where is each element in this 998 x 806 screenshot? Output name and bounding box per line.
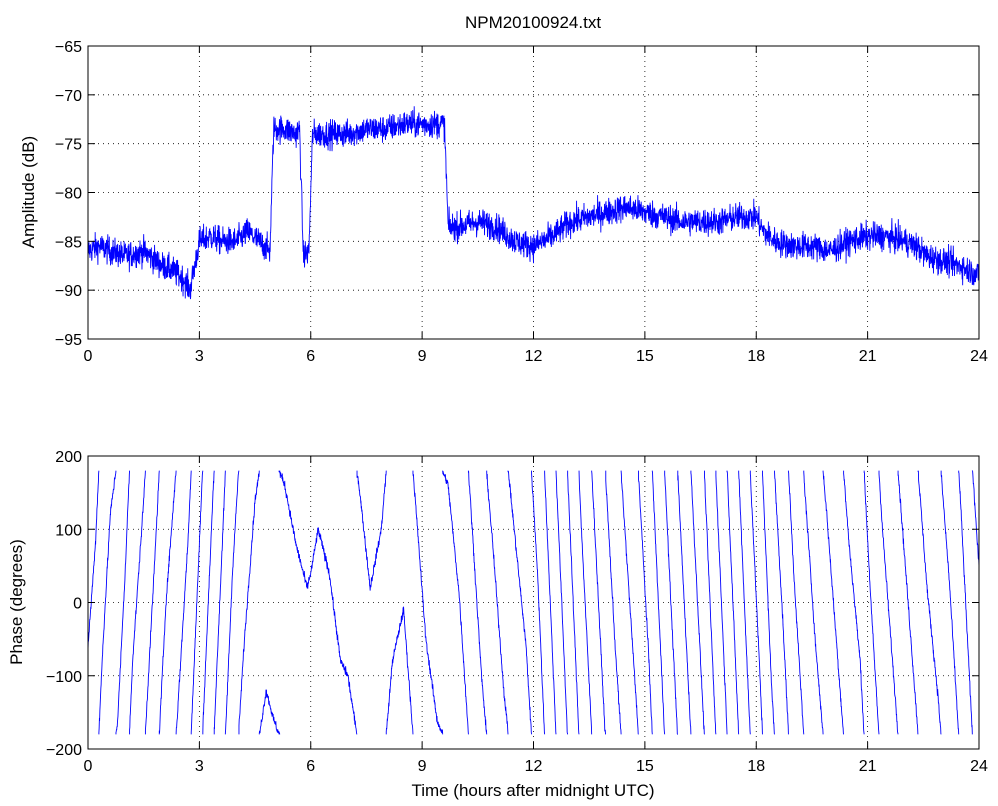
phase-y-tick-label: 100 — [55, 522, 82, 539]
amplitude-x-tick-label: 9 — [418, 348, 427, 365]
phase-y-tick-label: 200 — [55, 449, 82, 466]
amplitude-y-tick-label: −65 — [55, 39, 82, 56]
amplitude-x-tick-label: 12 — [525, 348, 543, 365]
phase-x-tick-label: 0 — [84, 758, 93, 775]
amplitude-y-tick-label: −95 — [55, 332, 82, 349]
phase-x-axis-label: Time (hours after midnight UTC) — [411, 781, 654, 800]
phase-y-tick-label: −100 — [46, 669, 82, 686]
phase-x-tick-label: 6 — [306, 758, 315, 775]
amplitude-title: NPM20100924.txt — [465, 13, 601, 32]
amplitude-x-tick-label: 24 — [970, 348, 988, 365]
phase-x-tick-label: 3 — [195, 758, 204, 775]
phase-series-line — [87, 470, 980, 735]
phase-x-tick-label: 12 — [525, 758, 543, 775]
amplitude-y-tick-label: −90 — [55, 283, 82, 300]
phase-x-tick-label: 24 — [970, 758, 988, 775]
phase-y-tick-label: 0 — [73, 596, 82, 613]
phase-axes: Time (hours after midnight UTC) Phase (d… — [7, 449, 988, 800]
phase-x-tick-label: 21 — [859, 758, 877, 775]
amplitude-y-tick-label: −70 — [55, 88, 82, 105]
phase-x-tick-label: 18 — [747, 758, 765, 775]
phase-x-tick-label: 9 — [418, 758, 427, 775]
amplitude-x-tick-label: 21 — [859, 348, 877, 365]
phase-y-axis-label: Phase (degrees) — [7, 539, 26, 665]
amplitude-axes: NPM20100924.txt Amplitude (dB) 0 3 6 9 12 15 1… — [19, 13, 988, 365]
amplitude-y-tick-label: −80 — [55, 186, 82, 203]
amplitude-x-tick-label: 3 — [195, 348, 204, 365]
amplitude-y-tick-label: −85 — [55, 234, 82, 251]
amplitude-x-tick-label: 18 — [747, 348, 765, 365]
amplitude-y-axis-label: Amplitude (dB) — [19, 136, 38, 248]
amplitude-y-tick-label: −75 — [55, 137, 82, 154]
amplitude-x-tick-label: 0 — [84, 348, 93, 365]
amplitude-series-line — [87, 106, 980, 300]
phase-y-tick-label: −200 — [46, 742, 82, 759]
amplitude-x-tick-label: 6 — [306, 348, 315, 365]
phase-x-tick-label: 15 — [636, 758, 654, 775]
amplitude-x-tick-label: 15 — [636, 348, 654, 365]
